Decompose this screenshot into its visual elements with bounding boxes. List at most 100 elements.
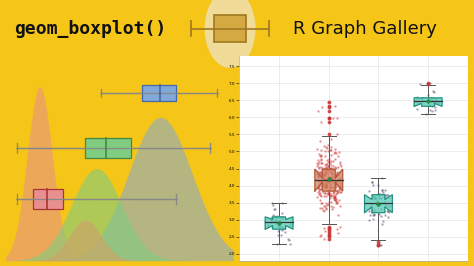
Point — [332, 174, 340, 178]
Point — [327, 166, 334, 170]
Point — [413, 106, 421, 111]
Point — [320, 172, 328, 176]
Point — [325, 233, 333, 238]
Point — [377, 214, 385, 218]
Point — [319, 208, 327, 213]
Point — [424, 82, 432, 86]
Point — [333, 171, 340, 175]
Point — [324, 162, 331, 166]
Point — [336, 225, 344, 229]
Point — [327, 193, 334, 197]
Point — [329, 171, 337, 175]
Point — [318, 180, 325, 184]
Point — [316, 206, 324, 210]
Point — [319, 183, 326, 187]
Point — [327, 148, 335, 152]
Polygon shape — [414, 98, 442, 106]
Point — [326, 185, 334, 190]
Point — [383, 193, 391, 197]
Point — [329, 116, 337, 120]
Point — [315, 172, 323, 176]
Point — [316, 193, 324, 197]
Point — [316, 187, 323, 192]
Point — [273, 218, 280, 222]
Point — [322, 181, 329, 185]
Point — [330, 175, 337, 180]
Point — [321, 191, 329, 195]
Point — [316, 153, 323, 158]
Point — [317, 194, 324, 198]
Point — [319, 190, 327, 194]
Point — [332, 192, 339, 196]
Point — [278, 201, 286, 205]
Point — [318, 201, 326, 206]
Point — [328, 175, 335, 179]
Point — [431, 107, 439, 112]
Point — [422, 112, 429, 117]
Point — [320, 203, 328, 208]
Point — [325, 177, 332, 181]
Point — [268, 201, 275, 206]
Point — [329, 190, 337, 195]
Point — [267, 219, 275, 224]
Point — [319, 173, 327, 177]
Point — [322, 191, 329, 195]
Point — [321, 229, 329, 233]
Point — [325, 120, 333, 124]
Point — [425, 103, 433, 107]
Point — [330, 187, 337, 192]
Point — [374, 193, 382, 197]
Point — [315, 152, 323, 156]
Point — [315, 182, 322, 186]
Point — [374, 240, 382, 244]
Point — [331, 194, 338, 199]
Point — [319, 166, 327, 170]
Point — [264, 225, 272, 229]
Point — [335, 150, 343, 154]
Point — [317, 170, 325, 174]
Point — [325, 116, 333, 120]
Polygon shape — [265, 217, 293, 229]
Point — [375, 240, 383, 244]
Point — [320, 173, 328, 177]
Point — [326, 179, 334, 183]
Point — [321, 169, 328, 174]
Point — [324, 169, 331, 173]
Point — [374, 202, 382, 207]
Point — [374, 199, 381, 203]
Point — [381, 201, 388, 205]
Point — [428, 104, 436, 109]
Point — [269, 203, 276, 207]
Point — [330, 196, 337, 201]
Point — [429, 89, 437, 93]
Point — [368, 180, 376, 184]
Point — [333, 179, 341, 183]
Point — [376, 192, 384, 196]
Point — [317, 183, 325, 187]
Point — [324, 143, 331, 148]
Point — [325, 169, 333, 173]
Point — [335, 173, 342, 177]
Point — [428, 98, 436, 103]
Point — [326, 167, 334, 171]
Point — [314, 109, 322, 113]
Point — [324, 185, 331, 189]
Point — [372, 196, 379, 200]
Point — [325, 188, 333, 193]
Point — [328, 176, 335, 180]
Point — [370, 217, 377, 221]
Point — [369, 183, 376, 187]
Point — [374, 243, 382, 247]
Point — [313, 169, 321, 173]
Point — [379, 188, 386, 192]
Point — [269, 225, 276, 230]
Point — [380, 200, 388, 204]
Point — [270, 207, 278, 211]
Point — [320, 167, 328, 171]
Polygon shape — [365, 195, 392, 213]
Point — [274, 229, 282, 234]
Point — [334, 165, 341, 169]
Point — [318, 187, 325, 192]
Point — [319, 182, 327, 186]
Point — [384, 215, 392, 219]
